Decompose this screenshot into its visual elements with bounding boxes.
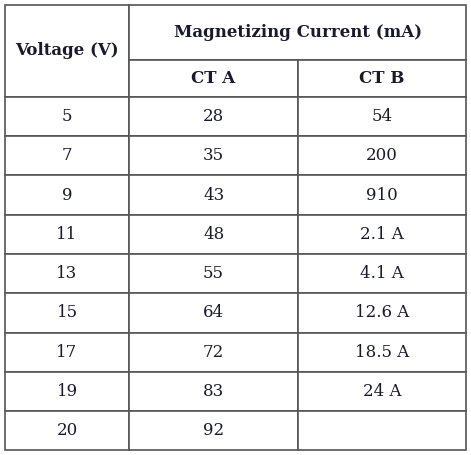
Text: 83: 83 — [203, 383, 224, 400]
Bar — [130, 333, 298, 372]
Bar — [298, 293, 466, 333]
Text: CT B: CT B — [359, 70, 405, 87]
Bar — [5, 215, 130, 254]
Text: 13: 13 — [57, 265, 78, 282]
Text: 64: 64 — [203, 304, 224, 321]
Bar — [5, 254, 130, 293]
Text: 4.1 A: 4.1 A — [360, 265, 404, 282]
Bar — [298, 136, 466, 176]
Bar — [130, 372, 298, 411]
Bar — [130, 5, 466, 61]
Text: 43: 43 — [203, 187, 224, 203]
Bar — [5, 411, 130, 450]
Text: 54: 54 — [372, 108, 393, 125]
Bar — [130, 136, 298, 176]
Bar — [5, 333, 130, 372]
Bar — [5, 372, 130, 411]
Bar — [5, 136, 130, 176]
Bar — [130, 411, 298, 450]
Text: 24 A: 24 A — [363, 383, 401, 400]
Bar — [130, 254, 298, 293]
Bar — [5, 97, 130, 136]
Bar — [130, 176, 298, 215]
Bar — [130, 293, 298, 333]
Text: 19: 19 — [57, 383, 78, 400]
Text: 200: 200 — [366, 147, 398, 164]
Text: 15: 15 — [57, 304, 78, 321]
Text: 7: 7 — [62, 147, 73, 164]
Text: 2.1 A: 2.1 A — [360, 226, 404, 243]
Text: 910: 910 — [366, 187, 398, 203]
Text: 9: 9 — [62, 187, 72, 203]
Text: 11: 11 — [57, 226, 78, 243]
Bar — [130, 97, 298, 136]
Text: Voltage (V): Voltage (V) — [15, 42, 119, 59]
Text: 28: 28 — [203, 108, 224, 125]
Bar — [298, 254, 466, 293]
Text: 92: 92 — [203, 422, 224, 440]
Bar — [298, 61, 466, 97]
Bar — [5, 5, 130, 97]
Bar — [5, 176, 130, 215]
Text: 5: 5 — [62, 108, 72, 125]
Text: 48: 48 — [203, 226, 224, 243]
Bar — [298, 372, 466, 411]
Text: 55: 55 — [203, 265, 224, 282]
Text: 12.6 A: 12.6 A — [355, 304, 409, 321]
Text: 20: 20 — [57, 422, 78, 440]
Bar — [130, 215, 298, 254]
Bar — [298, 333, 466, 372]
Text: 18.5 A: 18.5 A — [355, 344, 409, 361]
Bar — [130, 61, 298, 97]
Text: CT A: CT A — [191, 70, 236, 87]
Text: 35: 35 — [203, 147, 224, 164]
Text: Magnetizing Current (mA): Magnetizing Current (mA) — [174, 24, 422, 41]
Text: 17: 17 — [57, 344, 78, 361]
Bar — [5, 293, 130, 333]
Bar — [298, 97, 466, 136]
Text: 72: 72 — [203, 344, 224, 361]
Bar — [298, 215, 466, 254]
Bar — [298, 411, 466, 450]
Bar — [298, 176, 466, 215]
